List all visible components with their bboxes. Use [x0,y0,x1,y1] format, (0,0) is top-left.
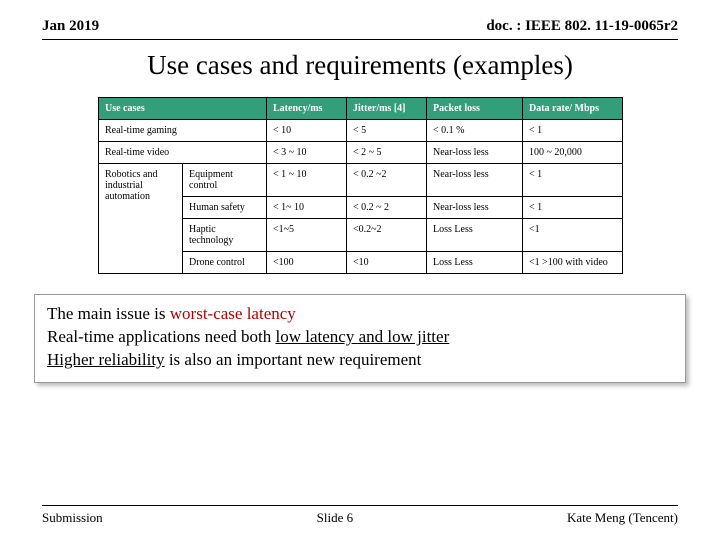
cell-jitter: <10 [347,252,427,274]
cell-latency: < 3 ~ 10 [267,142,347,164]
cell-jitter: < 5 [347,120,427,142]
slide-footer: Submission Slide 6 Kate Meng (Tencent) [0,505,720,526]
cell-datarate: < 1 [523,197,623,219]
cell-latency: <1~5 [267,219,347,252]
callout-line-3: Higher reliability is also an important … [47,349,673,372]
cell-packetloss: Near-loss less [427,142,523,164]
cell-jitter: <0.2~2 [347,219,427,252]
cell-latency: < 10 [267,120,347,142]
text-underline: low latency and low jitter [276,327,450,346]
cell-latency: <100 [267,252,347,274]
cell-packetloss: Loss Less [427,219,523,252]
footer-left: Submission [42,510,103,526]
footer-right: Kate Meng (Tencent) [567,510,678,526]
text-plain: is also an important new requirement [165,350,422,369]
footer-row: Submission Slide 6 Kate Meng (Tencent) [42,510,678,526]
cell-packetloss: < 0.1 % [427,120,523,142]
cell-jitter: < 0.2 ~ 2 [347,197,427,219]
cell-latency: < 1 ~ 10 [267,164,347,197]
callout-line-1: The main issue is worst-case latency [47,303,673,326]
footer-center: Slide 6 [317,510,353,526]
cell-datarate: <1 >100 with video [523,252,623,274]
table-row: Real-time gaming < 10 < 5 < 0.1 % < 1 [99,120,623,142]
cell-jitter: < 2 ~ 5 [347,142,427,164]
th-packetloss: Packet loss [427,98,523,120]
callout-line-2: Real-time applications need both low lat… [47,326,673,349]
header-date: Jan 2019 [42,18,99,35]
callout-box: The main issue is worst-case latency Rea… [34,294,686,383]
header-rule [42,39,678,40]
text-plain: The main issue is [47,304,170,323]
cell-datarate: < 1 [523,120,623,142]
table-row: Real-time video < 3 ~ 10 < 2 ~ 5 Near-lo… [99,142,623,164]
cell-packetloss: Near-loss less [427,197,523,219]
slide-header: Jan 2019 doc. : IEEE 802. 11-19-0065r2 [0,0,720,39]
text-emphasis: worst-case latency [170,304,296,323]
usecases-table-wrap: Use cases Latency/ms Jitter/ms [4] Packe… [98,97,622,274]
table-header-row: Use cases Latency/ms Jitter/ms [4] Packe… [99,98,623,120]
page-title: Use cases and requirements (examples) [0,50,720,81]
cell-jitter: < 0.2 ~2 [347,164,427,197]
cell-subusecase: Equipment control [183,164,267,197]
cell-datarate: < 1 [523,164,623,197]
th-datarate: Data rate/ Mbps [523,98,623,120]
th-latency: Latency/ms [267,98,347,120]
cell-packetloss: Near-loss less [427,164,523,197]
cell-datarate: <1 [523,219,623,252]
th-usecases: Use cases [99,98,267,120]
cell-packetloss: Loss Less [427,252,523,274]
cell-subusecase: Human safety [183,197,267,219]
cell-usecase: Real-time video [99,142,267,164]
cell-latency: < 1~ 10 [267,197,347,219]
header-docref: doc. : IEEE 802. 11-19-0065r2 [486,18,678,35]
cell-datarate: 100 ~ 20,000 [523,142,623,164]
cell-usecase: Real-time gaming [99,120,267,142]
cell-group-label: Robotics and industrial automation [99,164,183,274]
text-underline: Higher reliability [47,350,165,369]
usecases-table: Use cases Latency/ms Jitter/ms [4] Packe… [98,97,623,274]
text-plain: Real-time applications need both [47,327,276,346]
cell-subusecase: Haptic technology [183,219,267,252]
footer-rule [42,505,678,506]
cell-subusecase: Drone control [183,252,267,274]
table-row: Robotics and industrial automation Equip… [99,164,623,197]
th-jitter: Jitter/ms [4] [347,98,427,120]
